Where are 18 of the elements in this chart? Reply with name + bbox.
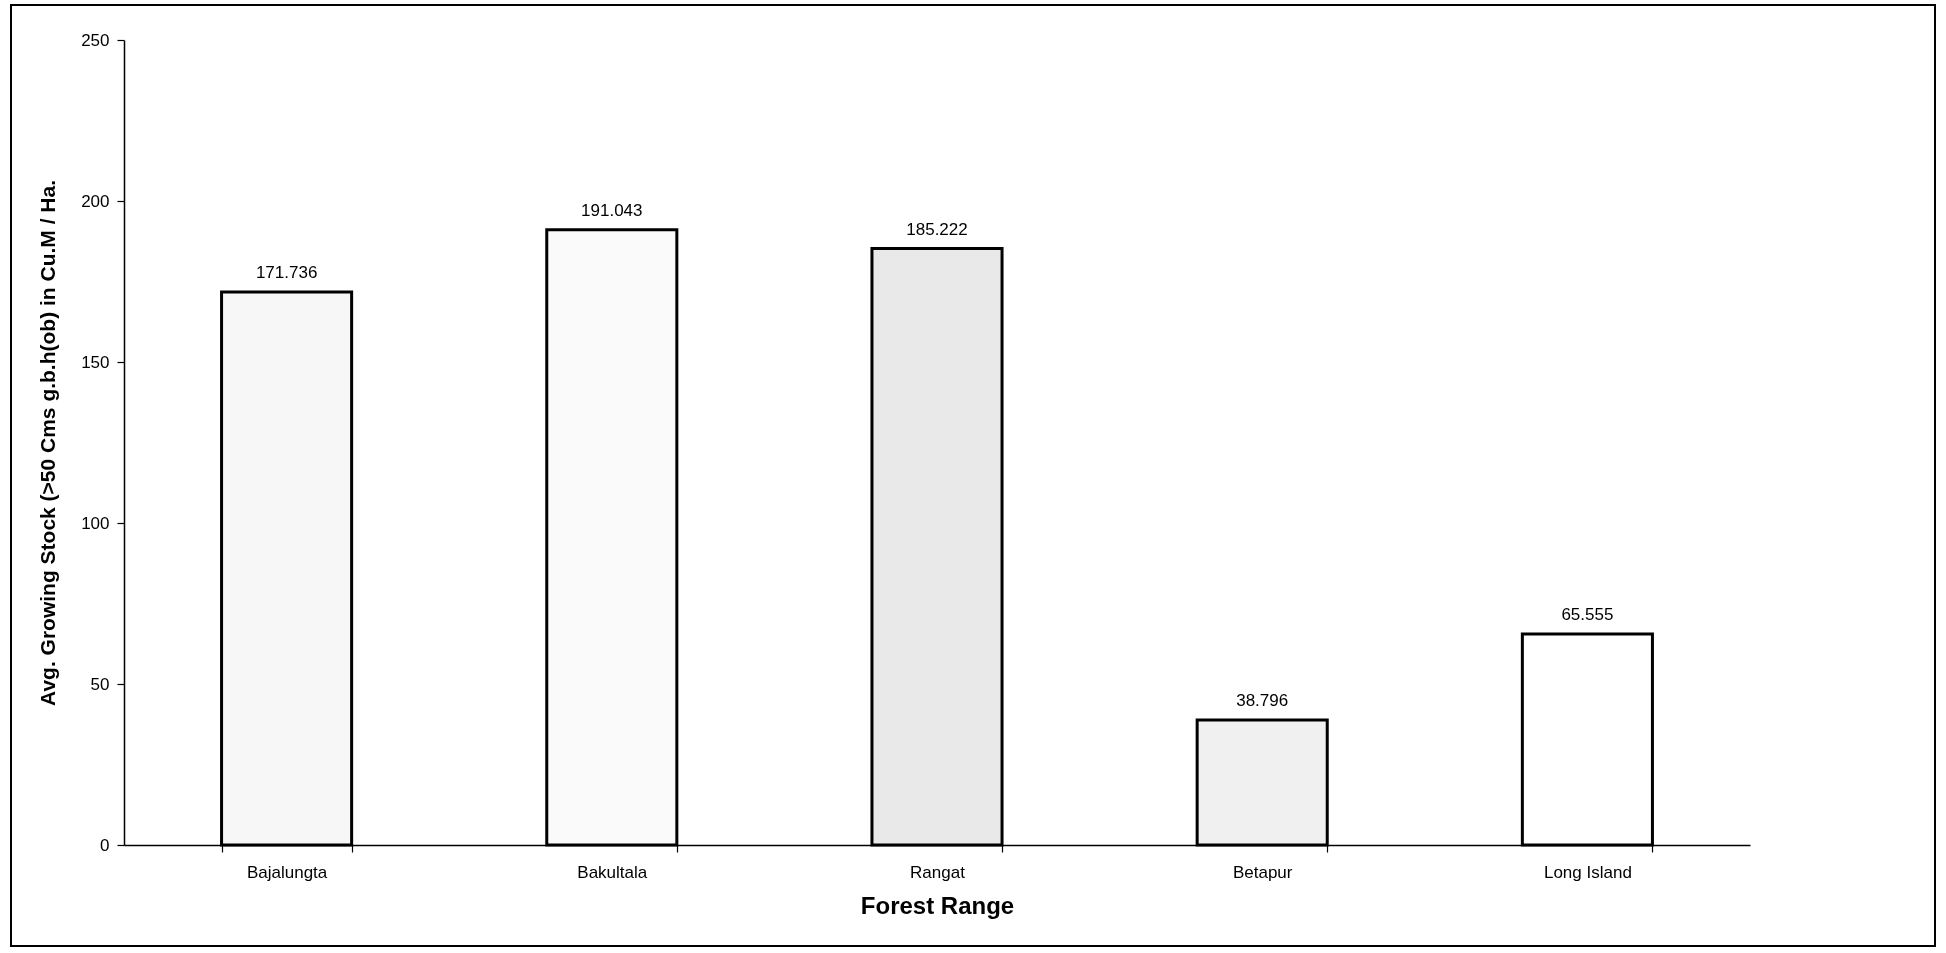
x-tick-label: Bajalungta — [246, 862, 328, 882]
y-tick-label: 100 — [81, 513, 110, 533]
y-tick-label: 200 — [81, 191, 110, 211]
y-tick-label: 0 — [100, 835, 110, 855]
data-label: 185.222 — [906, 219, 968, 239]
data-label: 38.796 — [1236, 691, 1289, 711]
y-tick-label: 250 — [81, 30, 110, 50]
x-tick-label: Betapur — [1232, 862, 1293, 882]
data-label: 171.736 — [255, 263, 318, 283]
x-axis-title: Forest Range — [860, 891, 1015, 919]
y-tick-label: 150 — [81, 352, 110, 372]
x-tick-label: Bakultala — [577, 862, 648, 882]
y-tick-label: 50 — [90, 674, 110, 694]
data-label: 191.043 — [581, 200, 643, 220]
x-tick-label: Rangat — [910, 862, 966, 882]
x-tick-label: Long Island — [1543, 862, 1632, 882]
data-label: 65.555 — [1561, 604, 1614, 624]
y-axis-title: Avg. Growing Stock (>50 Cms g.b.h(ob) in Cu.M / Ha. — [36, 179, 60, 707]
